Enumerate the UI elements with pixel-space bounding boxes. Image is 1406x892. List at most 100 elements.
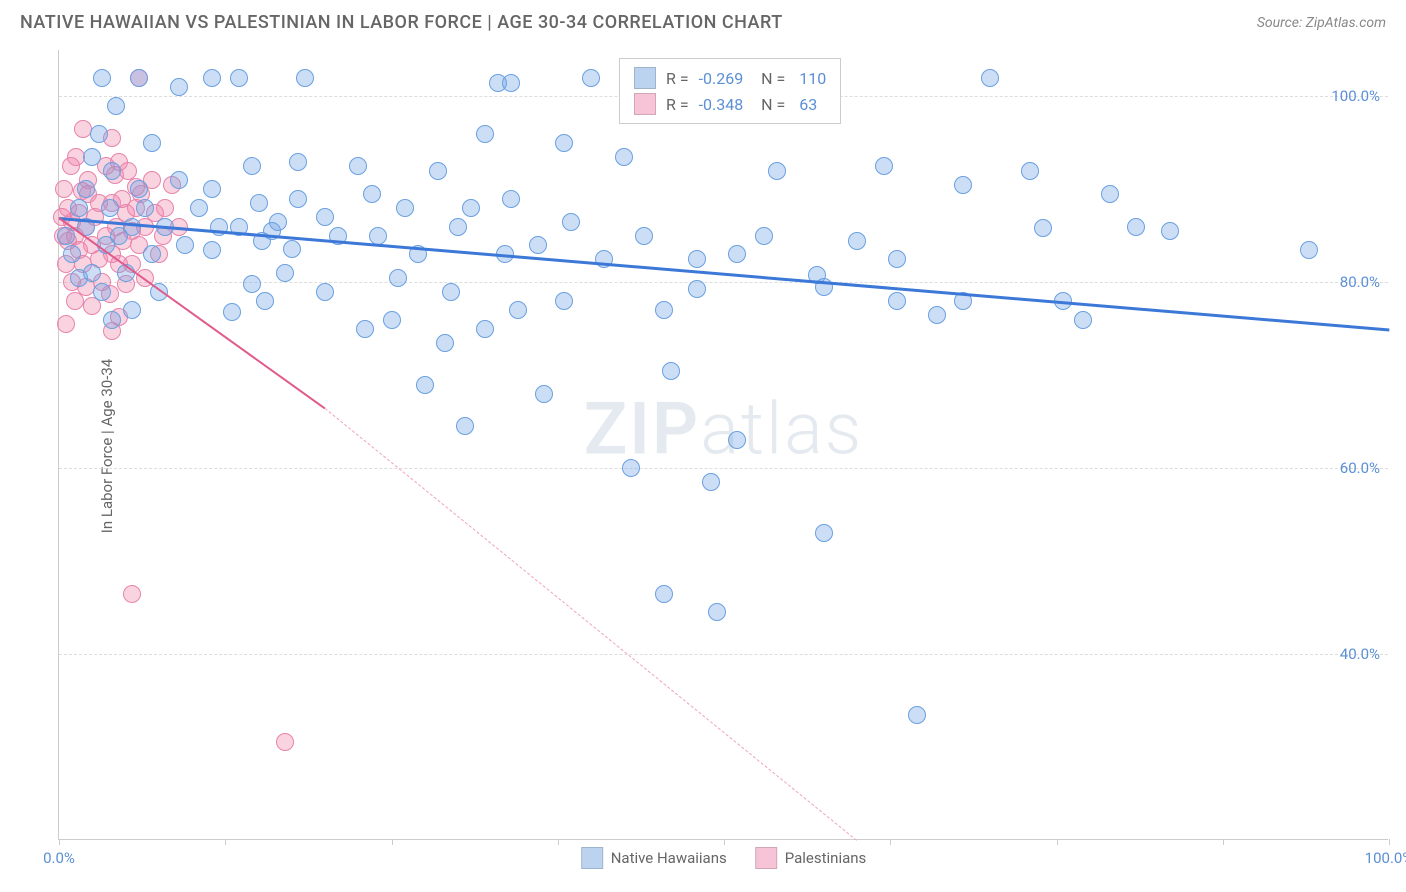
palestinian-point [156,199,174,217]
hawaiian-point [954,176,972,194]
hawaiian-point [535,385,553,403]
hawaiian-point [476,320,494,338]
hawaiian-point [1300,241,1318,259]
legend-swatch [755,847,777,869]
trendline [59,217,1389,332]
x-tick-mark [1057,839,1058,845]
hawaiian-point [688,280,706,298]
hawaiian-point [655,301,673,319]
hawaiian-point [555,292,573,310]
hawaiian-point [728,245,746,263]
hawaiian-point [93,283,111,301]
legend-item-hawaiian: Native Hawaiians [581,847,727,869]
hawaiian-point [136,199,154,217]
hawaiian-point [369,227,387,245]
hawaiian-point [888,250,906,268]
hawaiian-point [582,69,600,87]
hawaiian-point [243,275,261,293]
x-tick-mark [1389,839,1390,845]
watermark: ZIPatlas [584,386,864,471]
hawaiian-point [143,245,161,263]
legend-n-value: 63 [795,95,817,114]
legend-n-label: N = [753,95,785,114]
hawaiian-point [269,213,287,231]
hawaiian-point [708,603,726,621]
hawaiian-point [356,320,374,338]
hawaiian-point [170,171,188,189]
legend-swatch [581,847,603,869]
hawaiian-point [243,157,261,175]
hawaiian-point [429,162,447,180]
hawaiian-point [203,69,221,87]
hawaiian-point [143,134,161,152]
hawaiian-point [123,301,141,319]
x-tick-mark [558,839,559,845]
hawaiian-point [928,306,946,324]
hawaiian-point [93,69,111,87]
hawaiian-point [103,311,121,329]
hawaiian-point [1074,311,1092,329]
hawaiian-point [396,199,414,217]
x-tick-label: 0.0% [43,849,75,867]
hawaiian-point [349,157,367,175]
hawaiian-point [562,213,580,231]
hawaiian-point [555,134,573,152]
legend-n-label: N = [753,69,785,88]
legend-row-palestinian: R = -0.348 N = 63 [634,91,826,117]
hawaiian-point [283,240,301,258]
hawaiian-point [316,283,334,301]
hawaiian-point [615,148,633,166]
scatter-chart: ZIPatlas 40.0%60.0%80.0%100.0%0.0%100.0%… [58,50,1388,840]
correlation-legend: R = -0.269 N = 110R = -0.348 N = 63 [619,58,841,124]
hawaiian-point [908,706,926,724]
y-tick-label: 60.0% [1340,459,1380,477]
hawaiian-point [296,69,314,87]
hawaiian-point [875,157,893,175]
legend-r-label: R = [666,95,689,114]
series-legend: Native Hawaiians Palestinians [581,847,867,869]
x-tick-mark [59,839,60,845]
hawaiian-point [728,431,746,449]
palestinian-point [55,180,73,198]
hawaiian-point [462,199,480,217]
hawaiian-point [509,301,527,319]
hawaiian-point [383,311,401,329]
hawaiian-point [289,190,307,208]
legend-item-palestinian: Palestinians [755,847,867,869]
hawaiian-point [289,153,307,171]
hawaiian-point [848,232,866,250]
hawaiian-point [223,303,241,321]
hawaiian-point [449,218,467,236]
hawaiian-point [107,97,125,115]
hawaiian-point [276,264,294,282]
hawaiian-point [256,292,274,310]
hawaiian-point [230,69,248,87]
palestinian-point [276,733,294,751]
hawaiian-point [456,417,474,435]
hawaiian-point [130,180,148,198]
hawaiian-point [170,78,188,96]
y-tick-label: 80.0% [1340,273,1380,291]
hawaiian-point [755,227,773,245]
hawaiian-point [63,245,81,263]
source-attribution: Source: ZipAtlas.com [1257,15,1386,31]
hawaiian-point [815,524,833,542]
hawaiian-point [70,199,88,217]
hawaiian-point [103,162,121,180]
hawaiian-point [622,459,640,477]
hawaiian-point [529,236,547,254]
hawaiian-point [1101,185,1119,203]
x-tick-mark [890,839,891,845]
hawaiian-point [190,199,208,217]
legend-label: Palestinians [785,849,867,867]
legend-r-value: -0.348 [699,95,744,114]
y-tick-label: 100.0% [1331,87,1380,105]
hawaiian-point [416,376,434,394]
hawaiian-point [363,185,381,203]
x-tick-label: 100.0% [1365,849,1406,867]
hawaiian-point [203,180,221,198]
hawaiian-point [635,227,653,245]
hawaiian-point [1021,162,1039,180]
legend-swatch [634,67,656,89]
hawaiian-point [502,190,520,208]
